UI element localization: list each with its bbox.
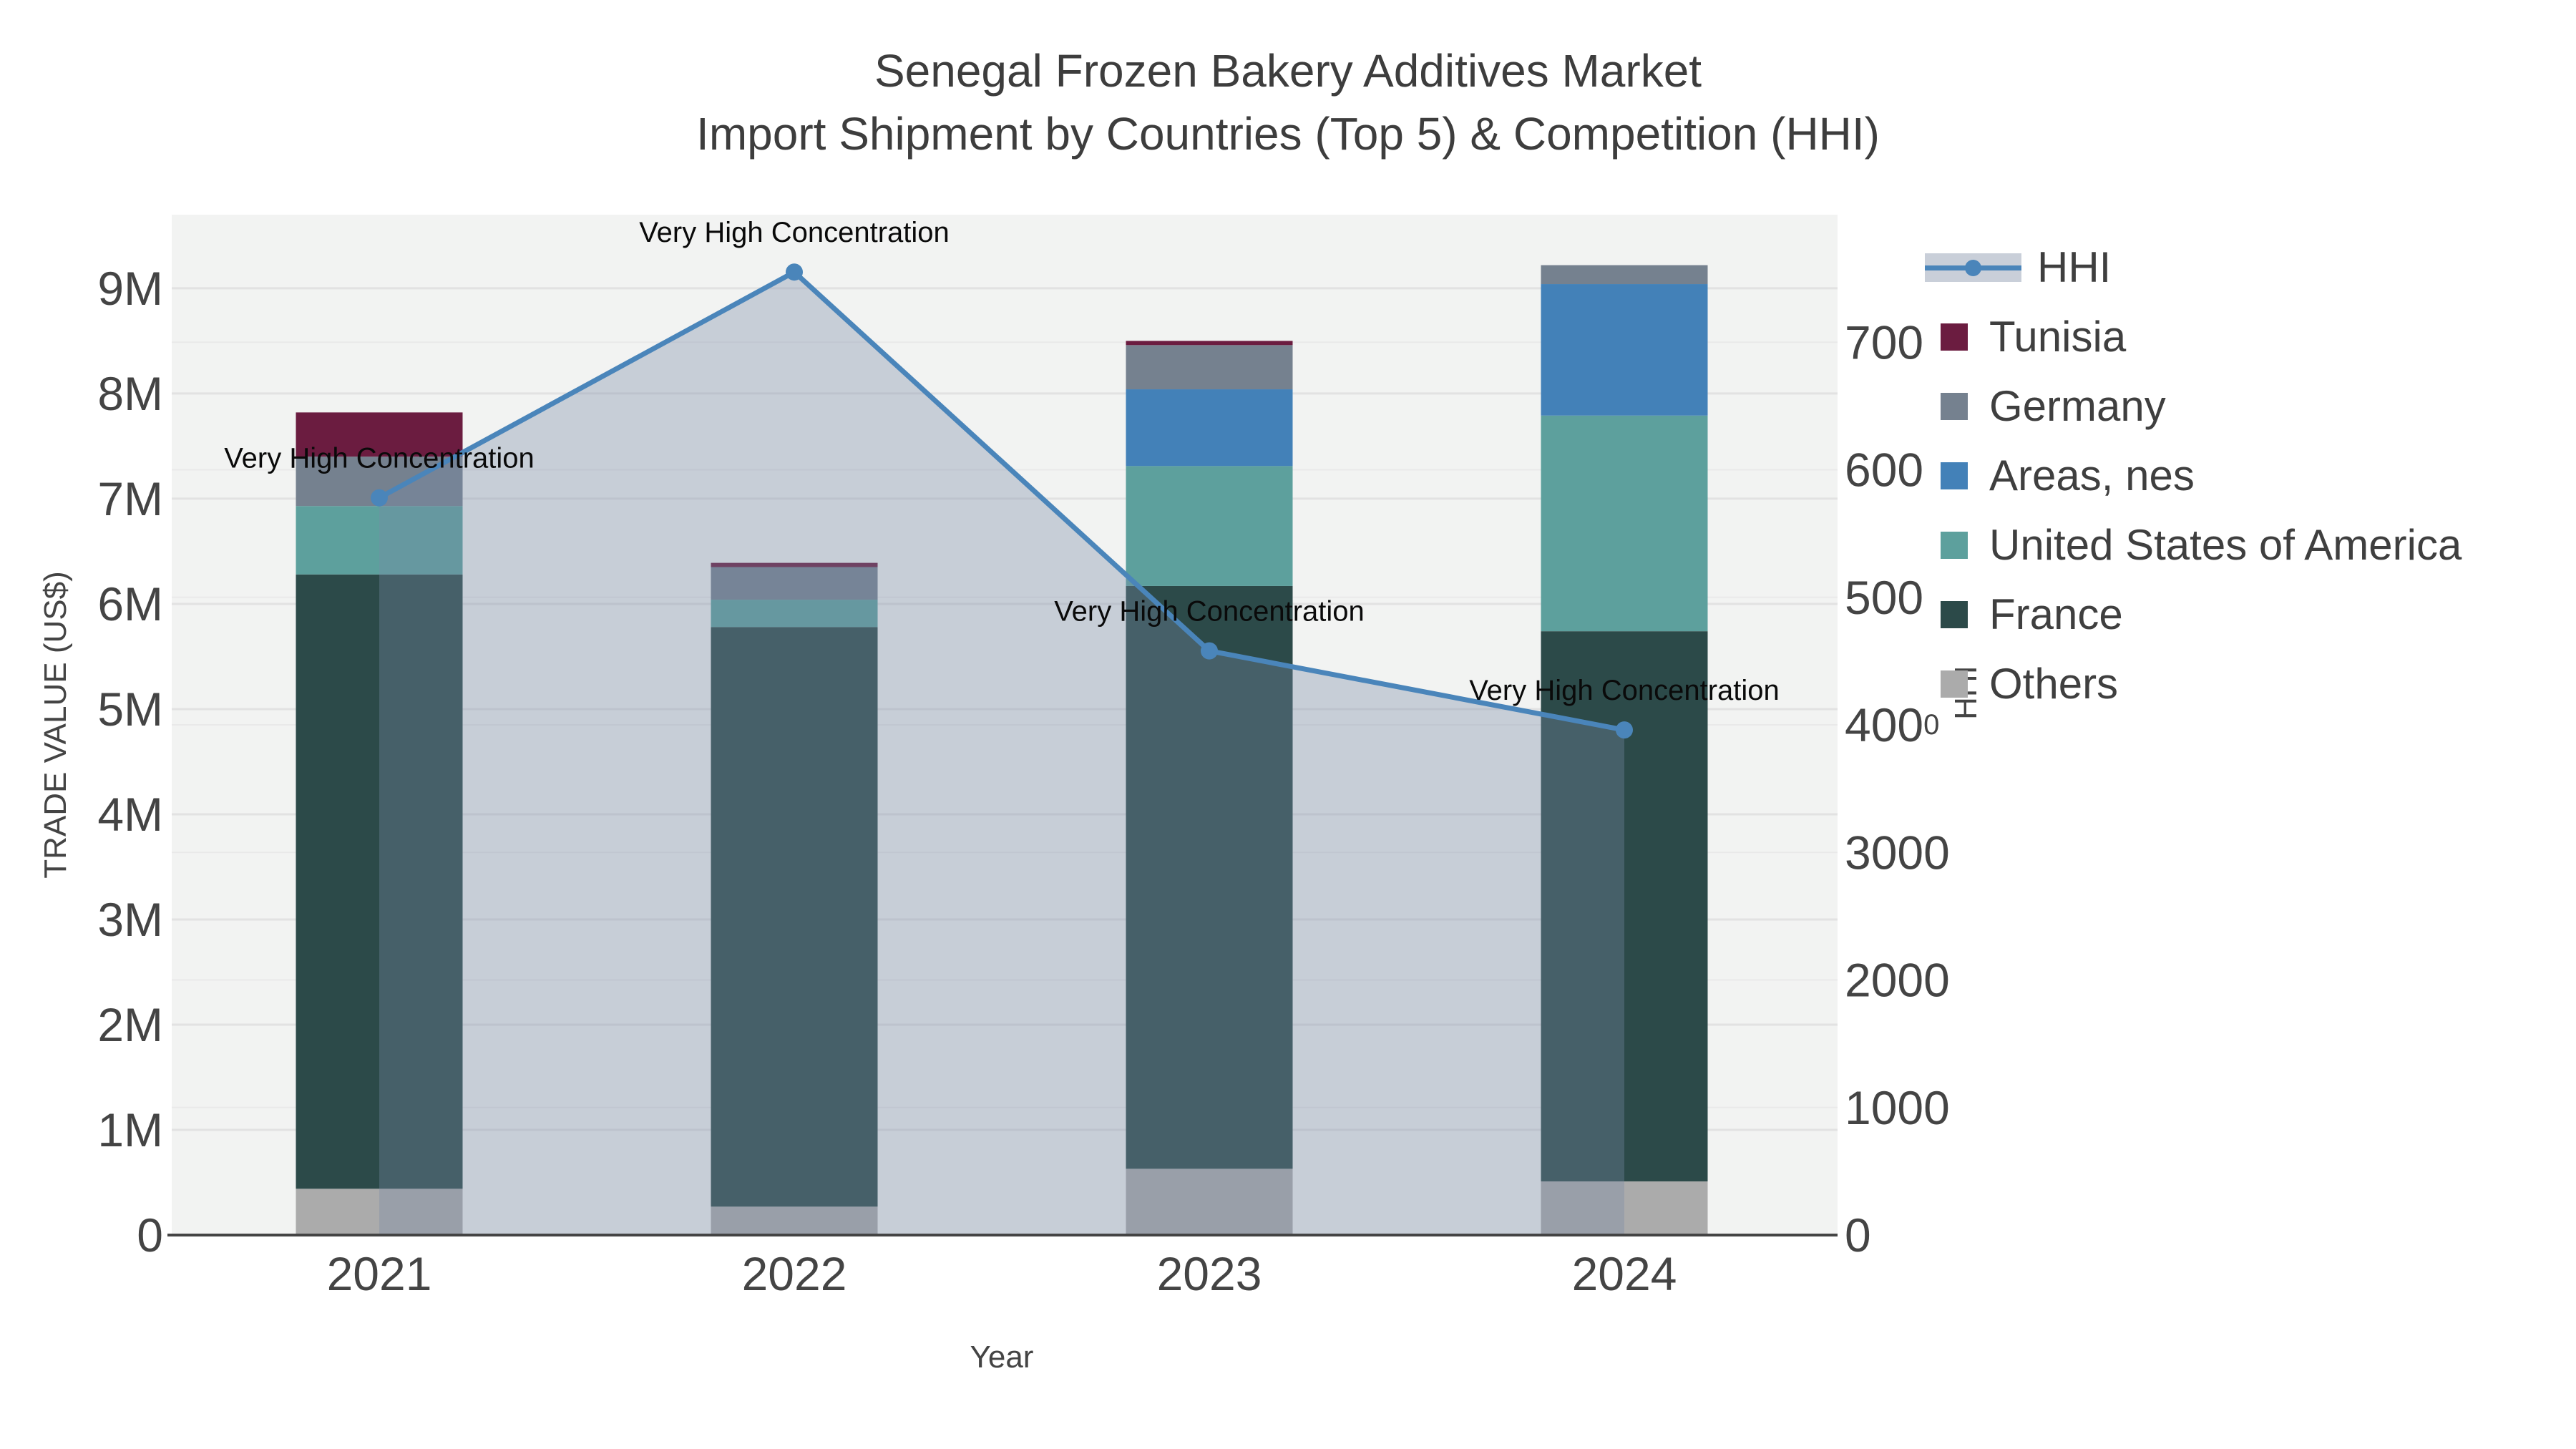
legend-label: France (1989, 590, 2123, 638)
legend-swatch-icon (1941, 531, 1968, 559)
legend: HHI Tunisia Germany Areas, nes United States… (1925, 233, 2462, 718)
legend-swatch-icon (1941, 462, 1968, 489)
bar-segment-others-2021[interactable] (296, 1189, 463, 1235)
legend-swatch-hhi-line (1925, 253, 2021, 282)
bar-segment-germany-2024[interactable] (1541, 265, 1708, 285)
y-left-axis-title: TRADE VALUE (US$) (38, 571, 73, 879)
y-left-tick-label: 4M (97, 788, 163, 841)
bar-series-group (296, 265, 1708, 1235)
bar-segment-france-2021[interactable] (296, 574, 463, 1189)
legend-item-germany[interactable]: Germany (1925, 371, 2462, 441)
bar-segment-tunisia-2021[interactable] (296, 412, 463, 457)
bar-segment-germany-2022[interactable] (711, 567, 878, 600)
bar-segment-united-states-of-america-2021[interactable] (296, 506, 463, 575)
legend-item-france[interactable]: France (1925, 580, 2462, 649)
legend-label: Germany (1989, 382, 2166, 430)
legend-label: HHI (2037, 243, 2112, 291)
bar-segment-germany-2023[interactable] (1126, 345, 1293, 390)
legend-label: Areas, nes (1989, 452, 2195, 499)
bar-segment-tunisia-2022[interactable] (711, 562, 878, 567)
legend-label: United States of America (1989, 521, 2462, 569)
y-right-tick-label: 700 (1845, 316, 1923, 369)
y-left-tick-label: 2M (97, 998, 163, 1051)
bar-segment-france-2022[interactable] (711, 627, 878, 1207)
legend-swatch-icon (1941, 670, 1968, 698)
hhi-line[interactable] (378, 269, 1625, 733)
bar-segment-others-2022[interactable] (711, 1206, 878, 1235)
x-tick-label-2024: 2024 (1572, 1247, 1677, 1300)
legend-item-united-states-of-america[interactable]: United States of America (1925, 510, 2462, 580)
y-right-tick-label: 600 (1845, 444, 1923, 497)
legend-item-others[interactable]: Others (1925, 649, 2462, 718)
legend-swatch-icon (1941, 600, 1968, 628)
y-left-tick-label: 0 (137, 1209, 163, 1262)
annotation-2021: Very High Concentration (224, 443, 535, 474)
y-right-tick-label: 500 (1845, 571, 1923, 624)
y-left-tick-label: 7M (97, 472, 163, 525)
bar-segment-areas-nes-2024[interactable] (1541, 284, 1708, 416)
hhi-marker-2024[interactable] (1616, 721, 1633, 739)
y-left-tick-label: 5M (97, 683, 163, 736)
bar-segment-france-2023[interactable] (1126, 585, 1293, 1169)
y-right-tick-label: 2000 (1845, 954, 1950, 1007)
legend-swatch-icon (1941, 392, 1968, 420)
x-tick-label-2023: 2023 (1157, 1247, 1262, 1300)
bar-segment-tunisia-2023[interactable] (1126, 341, 1293, 346)
hhi-area-fill[interactable] (379, 272, 1624, 1235)
y-left-tick-label: 1M (97, 1103, 163, 1156)
x-tick-label-2021: 2021 (327, 1247, 432, 1300)
bar-segment-areas-nes-2023[interactable] (1126, 389, 1293, 467)
y-right-tick-label: 3000 (1845, 826, 1950, 879)
y-right-tick-label: 1000 (1845, 1081, 1950, 1134)
bar-segment-united-states-of-america-2023[interactable] (1126, 466, 1293, 586)
annotation-2022: Very High Concentration (639, 217, 950, 248)
y-left-tick-label: 6M (97, 577, 163, 630)
hhi-marker-2021[interactable] (371, 489, 388, 507)
hhi-marker-2023[interactable] (1201, 642, 1218, 660)
x-axis-title: Year (970, 1340, 1034, 1375)
annotation-2024: Very High Concentration (1469, 675, 1780, 706)
legend-label: Tunisia (1989, 313, 2127, 361)
y-left-tick-label: 9M (97, 262, 163, 315)
legend-item-hhi[interactable]: HHI (1925, 233, 2462, 302)
bar-segment-others-2024[interactable] (1541, 1181, 1708, 1235)
legend-label: Others (1989, 660, 2119, 708)
hhi-marker-icon (1965, 259, 1981, 276)
legend-item-areas-nes[interactable]: Areas, nes (1925, 441, 2462, 510)
bar-segment-united-states-of-america-2022[interactable] (711, 600, 878, 628)
y-left-tick-label: 3M (97, 893, 163, 946)
legend-swatch-icon (1941, 323, 1968, 351)
bar-segment-united-states-of-america-2024[interactable] (1541, 415, 1708, 632)
y-left-tick-label: 8M (97, 367, 163, 420)
bar-segment-others-2023[interactable] (1126, 1169, 1293, 1235)
legend-item-tunisia[interactable]: Tunisia (1925, 302, 2462, 371)
x-tick-label-2022: 2022 (742, 1247, 847, 1300)
hhi-marker-2022[interactable] (786, 263, 803, 281)
annotation-2023: Very High Concentration (1054, 596, 1365, 628)
y-right-tick-label: 0 (1845, 1209, 1871, 1262)
